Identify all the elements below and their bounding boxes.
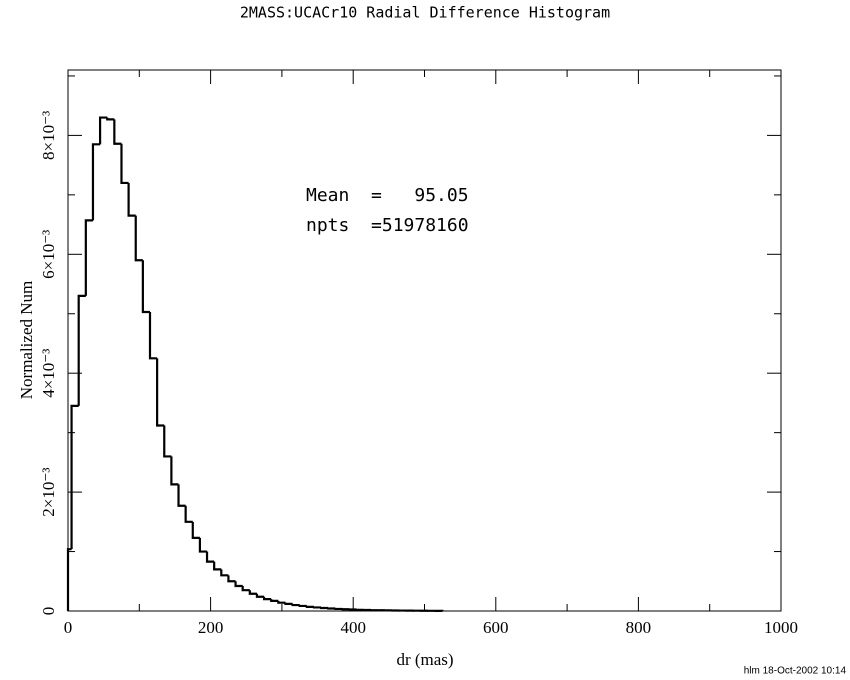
y-tick-label: 4×10⁻³ [39,349,58,398]
histogram-bar [234,581,243,588]
y-tick-label: 2×10⁻³ [39,468,58,517]
x-tick-label: 800 [626,618,652,637]
histogram-bar [148,311,158,360]
x-tick-label: 200 [198,618,224,637]
histogram-bar [305,605,314,608]
histogram-bar [298,604,307,608]
x-axis-label: dr (mas) [396,650,453,669]
y-tick-label: 8×10⁻³ [39,111,58,160]
histogram-bar [156,358,165,427]
plot-frame [67,69,782,612]
histogram-bar [213,561,222,571]
histogram-bar [70,404,79,550]
x-tick-label: 0 [64,618,73,637]
x-tick-label: 600 [483,618,509,637]
histogram-bar [134,215,143,262]
y-axis-label: Normalized Num [17,281,36,400]
histogram-bar [98,116,108,145]
histogram-bar [106,117,115,121]
histogram-bar [241,586,250,592]
histogram-bar [184,505,193,523]
histogram-bar [205,551,215,563]
y-tick-label: 0 [39,607,58,616]
x-tick-label: 1000 [764,618,798,637]
histogram-bar [227,575,236,583]
annotation: npts =51978160 [306,215,469,236]
histogram-bar [66,548,72,611]
histogram-bar [270,599,279,602]
histogram-bar [255,593,265,598]
histogram-bar [191,521,200,539]
histogram-bar [163,425,172,458]
y-tick-label: 6×10⁻³ [39,230,58,279]
histogram-bar [277,600,286,604]
histogram-bar [220,569,229,577]
chart-title: 2MASS:UCACr10 Radial Difference Histogra… [240,4,610,22]
x-tick-label: 400 [340,618,366,637]
histogram-bar [120,143,129,185]
histogram-bar [141,260,150,314]
histogram-bar [170,456,179,486]
histogram-bar [127,182,136,217]
histogram-bar [291,603,300,607]
histogram-bar [320,606,329,610]
histogram-bar [177,484,186,507]
histogram-bar [91,143,101,221]
histogram-bar [284,602,293,605]
histogram-bar [262,596,272,601]
histogram-bar [198,537,208,553]
histogram-bar [248,590,257,595]
annotation: Mean = 95.05 [306,185,469,206]
histogram-bar [77,294,86,406]
histogram-bar [312,606,322,609]
histogram-bar [113,119,122,145]
footer: hlm 18-Oct-2002 10:14 [744,666,847,677]
histogram-bar [84,219,93,296]
